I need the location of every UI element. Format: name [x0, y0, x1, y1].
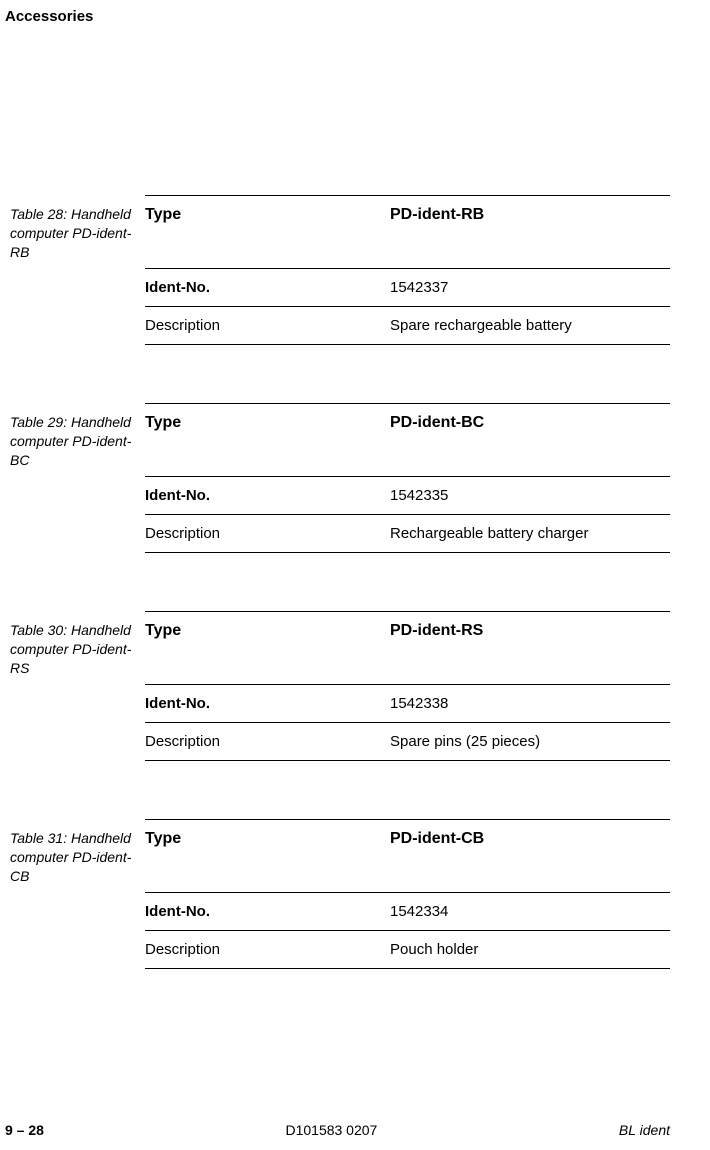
ident-value: 1542335: [390, 487, 670, 504]
type-value: PD-ident-CB: [390, 830, 670, 848]
desc-value: Pouch holder: [390, 941, 670, 958]
desc-value: Spare pins (25 pieces): [390, 733, 670, 750]
tables-container: Table 28: Handheld computer PD-ident-RB …: [5, 195, 670, 969]
table-section: Table 30: Handheld computer PD-ident-RS …: [10, 611, 670, 761]
type-label: Type: [145, 206, 390, 224]
desc-label: Description: [145, 941, 390, 958]
type-value: PD-ident-RS: [390, 622, 670, 640]
table-caption: Table 29: Handheld computer PD-ident-BC: [10, 403, 145, 553]
table-row: Ident-No. 1542335: [145, 477, 670, 515]
table-section: Table 29: Handheld computer PD-ident-BC …: [10, 403, 670, 553]
table-row: Description Rechargeable battery charger: [145, 515, 670, 553]
ident-label: Ident-No.: [145, 279, 390, 296]
table-row: Description Spare rechargeable battery: [145, 307, 670, 345]
table-body: Type PD-ident-RS Ident-No. 1542338 Descr…: [145, 611, 670, 761]
ident-label: Ident-No.: [145, 695, 390, 712]
page-title: Accessories: [5, 8, 670, 25]
table-body: Type PD-ident-RB Ident-No. 1542337 Descr…: [145, 195, 670, 345]
table-row: Ident-No. 1542334: [145, 893, 670, 931]
ident-value: 1542334: [390, 903, 670, 920]
table-row: Type PD-ident-BC: [145, 404, 670, 477]
table-row: Description Pouch holder: [145, 931, 670, 969]
table-row: Type PD-ident-RS: [145, 612, 670, 685]
ident-label: Ident-No.: [145, 903, 390, 920]
type-label: Type: [145, 830, 390, 848]
ident-value: 1542337: [390, 279, 670, 296]
table-caption: Table 30: Handheld computer PD-ident-RS: [10, 611, 145, 761]
type-label: Type: [145, 414, 390, 432]
table-section: Table 31: Handheld computer PD-ident-CB …: [10, 819, 670, 969]
desc-value: Spare rechargeable battery: [390, 317, 670, 334]
type-value: PD-ident-RB: [390, 206, 670, 224]
table-section: Table 28: Handheld computer PD-ident-RB …: [10, 195, 670, 345]
table-row: Ident-No. 1542337: [145, 269, 670, 307]
footer-doc-id: D101583 0207: [285, 1122, 377, 1138]
table-row: Description Spare pins (25 pieces): [145, 723, 670, 761]
table-row: Type PD-ident-CB: [145, 820, 670, 893]
type-value: PD-ident-BC: [390, 414, 670, 432]
page-footer: 9 – 28 D101583 0207 BL ident: [5, 1122, 670, 1138]
table-row: Type PD-ident-RB: [145, 196, 670, 269]
ident-label: Ident-No.: [145, 487, 390, 504]
desc-label: Description: [145, 733, 390, 750]
desc-value: Rechargeable battery charger: [390, 525, 670, 542]
desc-label: Description: [145, 317, 390, 334]
footer-doc-name: BL ident: [619, 1122, 670, 1138]
ident-value: 1542338: [390, 695, 670, 712]
table-body: Type PD-ident-CB Ident-No. 1542334 Descr…: [145, 819, 670, 969]
table-caption: Table 31: Handheld computer PD-ident-CB: [10, 819, 145, 969]
footer-page-number: 9 – 28: [5, 1122, 44, 1138]
table-body: Type PD-ident-BC Ident-No. 1542335 Descr…: [145, 403, 670, 553]
desc-label: Description: [145, 525, 390, 542]
table-caption: Table 28: Handheld computer PD-ident-RB: [10, 195, 145, 345]
table-row: Ident-No. 1542338: [145, 685, 670, 723]
type-label: Type: [145, 622, 390, 640]
